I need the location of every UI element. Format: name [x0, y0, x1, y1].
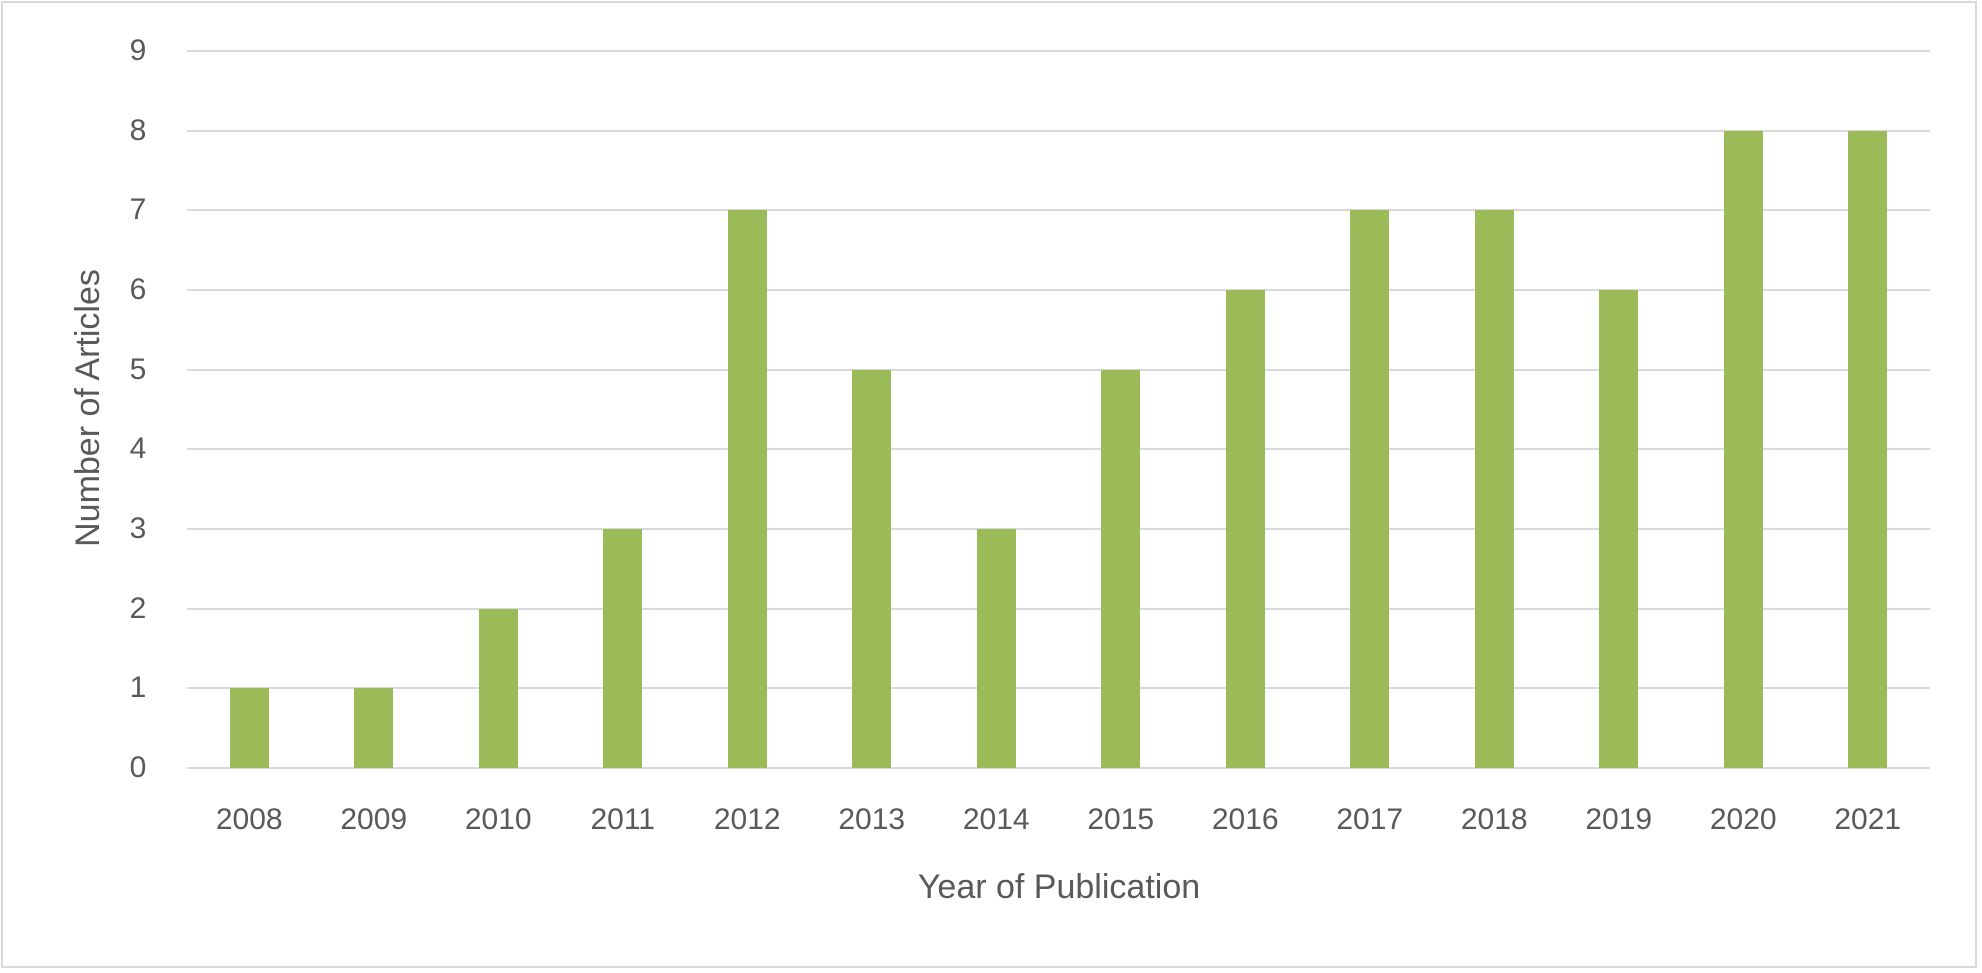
x-tick-label: 2010 [464, 803, 532, 836]
bar-2010 [478, 608, 518, 768]
x-tick-label: 2017 [1336, 803, 1404, 836]
x-tick-label: 2018 [1460, 803, 1528, 836]
x-tick-label: 2013 [838, 803, 906, 836]
x-tick-label: 2012 [713, 803, 781, 836]
y-tick-label: 4 [129, 432, 147, 466]
gridline [187, 209, 1930, 212]
x-tick-label: 2016 [1211, 803, 1279, 836]
y-tick-label: 8 [129, 113, 147, 147]
bar-2016 [1225, 290, 1265, 768]
bar-2011 [603, 529, 643, 768]
bar-2017 [1350, 210, 1390, 768]
x-tick-label: 2011 [590, 803, 655, 836]
gridline [187, 289, 1930, 291]
y-tick-label: 0 [129, 751, 147, 784]
gridline [187, 528, 1930, 530]
bar-2009 [354, 688, 394, 768]
gridline [187, 687, 1930, 690]
y-tick-label: 9 [129, 34, 147, 67]
x-tick-label: 2019 [1585, 803, 1653, 836]
y-tick-label: 1 [129, 671, 147, 705]
y-axis-title: Number of Articles [69, 269, 107, 547]
bar-2012 [727, 210, 767, 768]
x-tick-label: 2021 [1834, 803, 1902, 836]
bar-2021 [1848, 130, 1888, 768]
gridline [187, 368, 1930, 371]
gridline [187, 767, 1930, 769]
x-tick-label: 2009 [340, 803, 408, 836]
y-tick-label: 7 [129, 193, 147, 227]
y-tick-label: 5 [129, 352, 147, 386]
plot-area [187, 50, 1930, 769]
bar-2020 [1723, 130, 1763, 768]
bar-2013 [852, 369, 892, 768]
gridline [187, 448, 1930, 451]
bar-2015 [1101, 369, 1141, 768]
y-tick-label: 3 [129, 512, 147, 545]
bar-2019 [1599, 290, 1639, 768]
y-tick-label: 6 [129, 273, 147, 306]
bar-2008 [229, 688, 269, 768]
bar-2014 [976, 529, 1016, 768]
gridline [187, 607, 1930, 610]
y-tick-label: 2 [129, 591, 147, 625]
x-tick-label: 2015 [1087, 803, 1155, 836]
x-tick-label: 2008 [215, 803, 283, 836]
gridline [187, 50, 1930, 52]
x-tick-label: 2020 [1709, 803, 1777, 836]
x-axis-title: Year of Publication [917, 868, 1201, 906]
x-tick-label: 2014 [962, 803, 1030, 836]
bar-2018 [1474, 210, 1514, 768]
gridline [187, 129, 1930, 132]
